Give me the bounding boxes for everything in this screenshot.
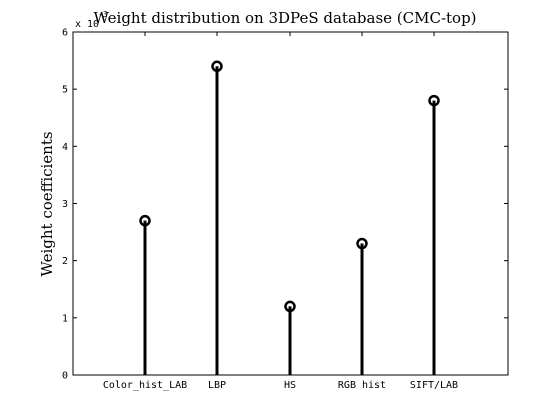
x-tick-label: RGB hist bbox=[338, 380, 386, 391]
stem-marker bbox=[284, 300, 296, 313]
stem-marker bbox=[211, 60, 223, 73]
x-tick-label: LBP bbox=[208, 380, 226, 391]
y-tick-label: 2 bbox=[62, 256, 68, 267]
y-tick-label: 4 bbox=[62, 142, 68, 153]
stems-group bbox=[139, 60, 440, 375]
y-multiplier-base: x 10 bbox=[75, 19, 99, 30]
x-axis-ticks: Color_hist_LAB LBP HS RGB hist SIFT/LAB bbox=[103, 32, 458, 391]
chart-title: Weight distribution on 3DPeS database (C… bbox=[93, 9, 476, 27]
x-tick-label: Color_hist_LAB bbox=[103, 380, 187, 391]
y-axis-ticks: 0 1 2 3 4 5 6 bbox=[62, 28, 508, 382]
y-multiplier-exponent: -3 bbox=[98, 10, 108, 19]
y-tick-label: 0 bbox=[62, 371, 68, 382]
y-axis-label: Weight coefficients bbox=[38, 131, 56, 276]
y-tick-label: 5 bbox=[62, 85, 68, 96]
y-tick-label: 3 bbox=[62, 199, 68, 210]
y-tick-label: 1 bbox=[62, 313, 68, 324]
stem-marker bbox=[428, 94, 440, 107]
stem-marker bbox=[139, 214, 151, 227]
stem-marker bbox=[356, 237, 368, 250]
x-tick-label: SIFT/LAB bbox=[410, 380, 458, 391]
y-tick-label: 6 bbox=[62, 28, 68, 39]
x-tick-label: HS bbox=[284, 380, 296, 391]
